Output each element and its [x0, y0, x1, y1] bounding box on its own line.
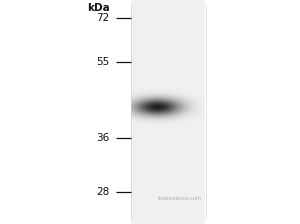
Text: innoscience.com: innoscience.com [158, 196, 202, 200]
Text: 72: 72 [96, 13, 110, 23]
Text: kDa: kDa [87, 3, 110, 13]
Text: 28: 28 [96, 187, 110, 197]
Text: 55: 55 [96, 57, 110, 67]
Text: 36: 36 [96, 133, 110, 143]
